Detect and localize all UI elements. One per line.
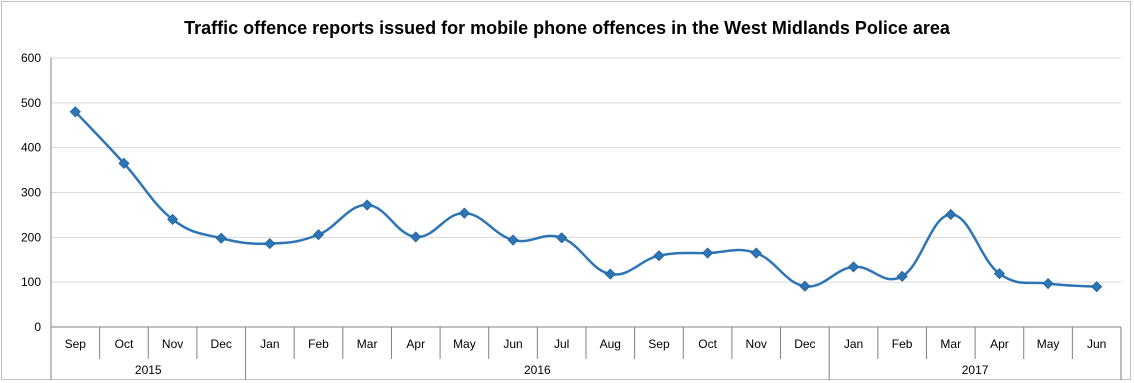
- data-point: [604, 268, 616, 280]
- series-line: [74, 110, 1097, 288]
- y-tick-label: 100: [21, 275, 41, 289]
- year-label: 2016: [524, 363, 551, 377]
- data-point: [1091, 281, 1103, 293]
- x-tick-label: Jun: [1087, 337, 1106, 351]
- x-tick-label: May: [453, 337, 476, 351]
- x-tick-label: Oct: [698, 337, 717, 351]
- data-point: [799, 280, 811, 292]
- data-point: [702, 247, 714, 259]
- x-tick-label: Nov: [746, 337, 767, 351]
- data-point: [750, 247, 762, 259]
- data-point: [556, 232, 568, 244]
- data-point: [312, 229, 325, 241]
- x-tick-label: Aug: [600, 337, 621, 351]
- x-tick-label: Sep: [648, 337, 670, 351]
- chart-title: Traffic offence reports issued for mobil…: [184, 18, 950, 38]
- y-tick-label: 600: [21, 51, 41, 65]
- data-point: [1042, 277, 1054, 290]
- x-tick-label: Nov: [162, 337, 183, 351]
- year-label: 2017: [962, 363, 989, 377]
- y-tick-label: 200: [21, 230, 41, 244]
- x-tick-label: Mar: [357, 337, 378, 351]
- x-tick-label: Dec: [211, 337, 232, 351]
- x-tick-label: Jan: [260, 337, 279, 351]
- data-point: [410, 231, 422, 243]
- data-point: [264, 238, 276, 250]
- data-point: [945, 208, 957, 221]
- data-point: [361, 199, 373, 211]
- data-point: [69, 106, 81, 118]
- x-tick-label: May: [1037, 337, 1060, 351]
- data-point: [458, 207, 470, 219]
- x-tick-label: Apr: [406, 337, 425, 351]
- data-point: [653, 250, 665, 262]
- data-point: [896, 270, 908, 282]
- y-tick-label: 300: [21, 186, 41, 200]
- y-tick-label: 400: [21, 141, 41, 155]
- year-label: 2015: [135, 363, 162, 377]
- x-tick-label: Dec: [794, 337, 815, 351]
- x-tick-label: Feb: [892, 337, 913, 351]
- x-tick-label: Jan: [844, 337, 863, 351]
- x-tick-label: Jul: [554, 337, 569, 351]
- data-point: [215, 232, 227, 244]
- data-point: [507, 234, 519, 246]
- data-point: [847, 261, 860, 273]
- data-point: [167, 213, 179, 225]
- x-tick-label: Jun: [503, 337, 522, 351]
- x-tick-label: Oct: [115, 337, 134, 351]
- y-tick-label: 0: [34, 320, 41, 334]
- x-tick-label: Apr: [990, 337, 1009, 351]
- x-tick-label: Sep: [65, 337, 87, 351]
- y-tick-label: 500: [21, 96, 41, 110]
- x-tick-label: Mar: [940, 337, 961, 351]
- x-tick-label: Feb: [308, 337, 329, 351]
- data-point: [993, 268, 1005, 280]
- data-point: [118, 157, 130, 169]
